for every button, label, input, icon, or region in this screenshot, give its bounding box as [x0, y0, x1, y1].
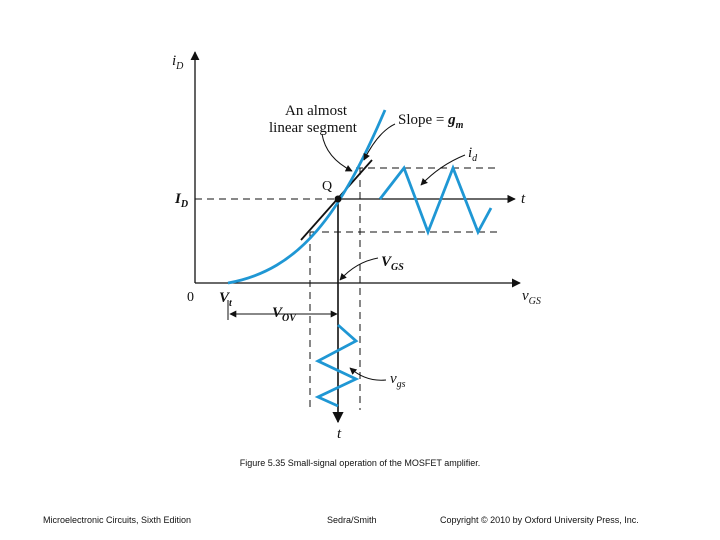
q-label: Q	[322, 179, 332, 194]
id-signal-label: id	[468, 145, 478, 164]
vgs-signal-waveform	[314, 323, 360, 408]
y-axis-label: iD	[172, 53, 184, 72]
slope-label: Slope = gm	[398, 112, 464, 131]
vgs-dc-label: VGS	[381, 254, 404, 273]
figure-caption: Figure 5.35 Small-signal operation of th…	[239, 458, 481, 468]
transfer-curve	[227, 109, 387, 285]
id-signal-waveform	[378, 164, 493, 236]
annotation-line-1: An almost	[285, 103, 348, 119]
vgs-label-arrow	[339, 257, 379, 281]
annotation-line-2: linear segment	[269, 120, 358, 136]
mosfet-small-signal-diagram: iD vGS 0 Vt ID Q An almost linear segmen…	[172, 51, 541, 442]
t-label-right: t	[521, 191, 526, 207]
footer-authors: Sedra/Smith	[327, 515, 377, 525]
vgs-signal-label: vgs	[390, 371, 406, 390]
id-level-label: ID	[174, 191, 188, 210]
vgs-signal-arrow	[349, 367, 387, 381]
slope-arrow	[363, 123, 396, 161]
footer-copyright: Copyright © 2010 by Oxford University Pr…	[440, 515, 639, 525]
vov-label: VOV	[272, 305, 297, 324]
origin-label: 0	[187, 290, 194, 305]
q-point	[334, 195, 342, 203]
vt-label: Vt	[219, 290, 233, 309]
footer-book-title: Microelectronic Circuits, Sixth Edition	[43, 515, 192, 525]
annotation-arrow	[321, 133, 353, 172]
id-signal-arrow	[420, 154, 466, 186]
x-axis-label: vGS	[522, 288, 541, 307]
t-label-bottom: t	[337, 426, 342, 442]
